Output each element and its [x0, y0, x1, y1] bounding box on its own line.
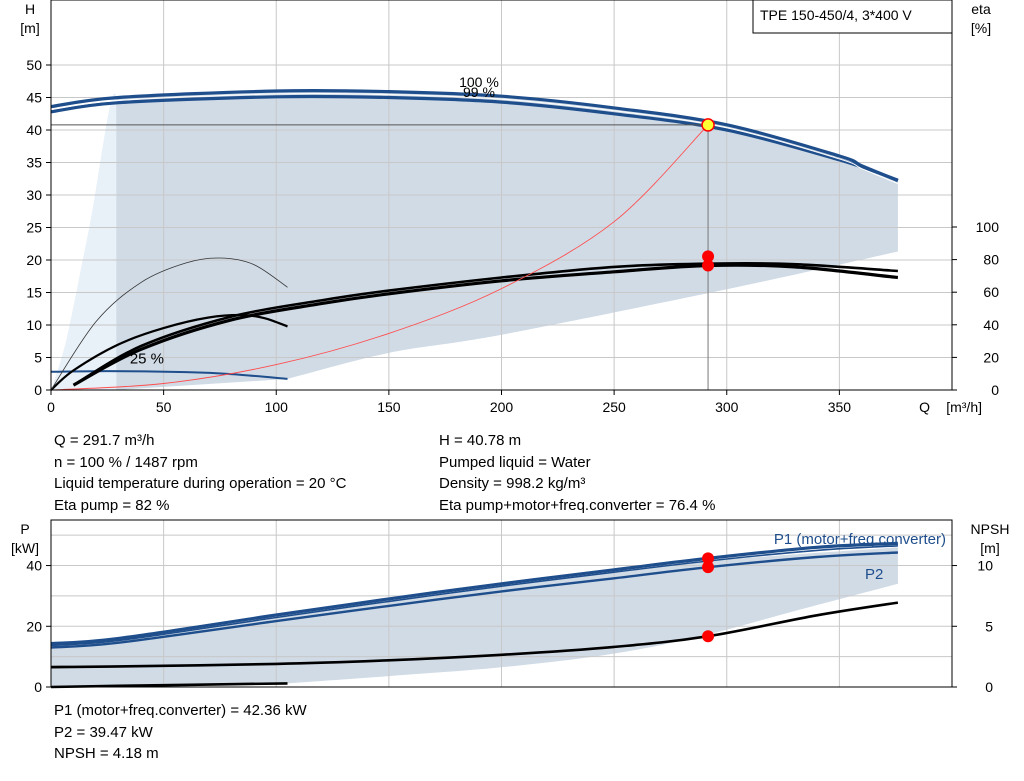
eta-tick-label-5: 100	[976, 219, 1000, 235]
h-tick-label-3: 15	[26, 285, 42, 301]
envelope-region	[116, 90, 898, 391]
eta-tick-label-3: 60	[983, 284, 999, 300]
npsh-marker	[702, 630, 715, 643]
info-npsh: NPSH = 4.18 m	[54, 745, 159, 762]
title-box	[752, 0, 953, 34]
operating-point-marker	[701, 118, 715, 132]
info-head: H = 40.78 m	[439, 432, 522, 449]
info-p1: P1 (motor+freq.converter) = 42.36 kW	[54, 702, 307, 719]
eta-tick-label-0: 0	[991, 382, 999, 398]
x-tick-label-1: 50	[156, 399, 172, 415]
eta-axis-label-unit: [%]	[971, 20, 991, 36]
x-tick-label-6: 300	[715, 399, 739, 415]
x-axis-q-label: Q	[919, 399, 930, 415]
info-p2: P2 = 39.47 kW	[54, 723, 153, 741]
x-tick-label-4: 200	[490, 399, 514, 415]
npsh-axis-label-unit: [m]	[980, 540, 999, 556]
lower-curve-4	[50, 601, 899, 669]
info-density: Density = 998.2 kg/m³	[439, 475, 586, 492]
upper-curve-3	[72, 261, 898, 387]
curve-label-99: 99 %	[463, 84, 495, 100]
chart-title: TPE 150-450/4, 3*400 V	[760, 7, 912, 23]
h-tick-label-9: 45	[26, 90, 42, 106]
x-axis-label: [m³/h]	[946, 399, 982, 415]
upper-plot: 100 %99 %25 %0 50 100 150 200 250 300 350051015…	[20, 0, 999, 415]
upper-curve-4	[72, 263, 899, 387]
eta-axis-label-name: eta	[971, 1, 991, 17]
h-axis-label-name: H	[25, 1, 35, 17]
h-axis-label-unit: [m]	[20, 20, 39, 36]
p1-curve-label: P1 (motor+freq.converter)	[774, 531, 946, 548]
npsh-tick-label-1: 5	[985, 618, 993, 634]
npsh-lead-in	[50, 666, 110, 669]
operating-info-left: Q = 291.7 m³/h n = 100 % / 1487 rpm Liqu…	[54, 430, 346, 516]
info-liquid-temperature: Liquid temperature during operation = 20…	[54, 475, 347, 492]
eta-pump-marker	[702, 250, 715, 263]
lower-curve-2	[50, 551, 898, 649]
p-tick-label-2: 40	[26, 558, 42, 574]
lower-plot: P1 (motor+freq.converter) P2 0 20 40 0 5 10 P [kW…	[11, 519, 1010, 695]
p-tick-label-1: 20	[26, 618, 42, 634]
p2-curve-label: P2	[865, 566, 883, 583]
upper-curve-5	[50, 313, 288, 391]
h-tick-label-8: 40	[26, 122, 42, 138]
upper-curve-0	[50, 88, 899, 183]
upper-curve-1	[50, 94, 899, 182]
x-tick-label-0: 0	[47, 399, 55, 415]
lower-curve-1	[50, 545, 898, 647]
info-flow: Q = 291.7 m³/h	[54, 432, 155, 449]
h-tick-label-5: 25	[26, 220, 42, 236]
upper-curve-6	[50, 257, 288, 391]
npsh-axis-label-name: NPSH	[971, 521, 1010, 537]
x-tick-label-3: 150	[377, 399, 401, 415]
p-axis-label-unit: [kW]	[11, 540, 39, 556]
upper-curve-7	[50, 124, 709, 391]
lower-plot-frame	[50, 519, 953, 688]
npsh-tick-label-2: 10	[977, 558, 993, 574]
p2-marker	[702, 561, 715, 574]
head-curve-gap	[50, 92, 899, 185]
eta-tick-label-4: 80	[983, 252, 999, 268]
upper-curve-2	[50, 370, 288, 380]
lower-curve-0	[50, 541, 898, 646]
h-tick-label-7: 35	[26, 155, 42, 171]
x-tick-label-7: 350	[828, 399, 852, 415]
x-tick-label-2: 100	[265, 399, 289, 415]
operating-info-right: H = 40.78 m Pumped liquid = Water Densit…	[439, 430, 715, 516]
eta-tick-label-2: 40	[983, 317, 999, 333]
h-tick-label-10: 50	[26, 57, 42, 73]
npsh-tick-label-0: 0	[985, 679, 993, 695]
h-tick-label-0: 0	[34, 382, 42, 398]
p1-marker	[702, 552, 715, 565]
p-axis-label-name: P	[20, 521, 29, 537]
info-pumped-liquid: Pumped liquid = Water	[439, 453, 591, 471]
h-tick-label-6: 30	[26, 187, 42, 203]
info-speed: n = 100 % / 1487 rpm	[54, 453, 198, 471]
eta-tick-label-1: 20	[983, 349, 999, 365]
x-tick-label-5: 250	[602, 399, 626, 415]
h-tick-label-1: 5	[34, 350, 42, 366]
curve-label-25: 25 %	[130, 350, 164, 367]
h-tick-label-4: 20	[26, 252, 42, 268]
curve-label-100: 100 %	[459, 74, 499, 90]
h-tick-label-2: 10	[26, 317, 42, 333]
info-eta-total: Eta pump+motor+freq.converter = 76.4 %	[439, 496, 716, 514]
eta-total-marker	[702, 259, 715, 272]
p-tick-label-0: 0	[34, 679, 42, 695]
lower-envelope-region	[51, 547, 898, 687]
power-info: P1 (motor+freq.converter) = 42.36 kW P2 …	[54, 700, 307, 765]
info-eta-pump: Eta pump = 82 %	[54, 496, 170, 514]
